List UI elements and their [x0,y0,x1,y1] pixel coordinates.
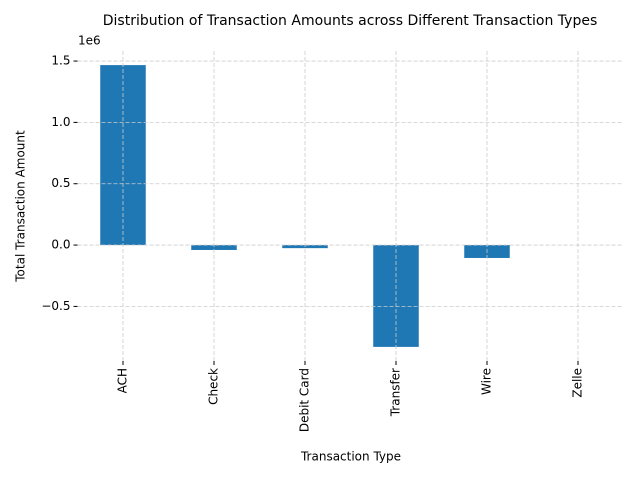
chart-title: Distribution of Transaction Amounts acro… [103,13,598,29]
y-tick-label: 1.5 [51,54,70,68]
y-tick-label: 0.5 [51,176,70,190]
x-tick-label: Transfer [389,368,403,417]
x-tick-label: ACH [116,368,130,393]
y-axis-label: Total Transaction Amount [14,130,28,283]
x-tick-label: Check [207,368,221,405]
y-tick-label: −0.5 [41,299,70,313]
y-tick-label: 1.0 [51,115,70,129]
x-tick-label: Debit Card [298,368,312,432]
y-tick-label: 0.0 [51,238,70,252]
x-tick-label: Wire [480,368,494,395]
bar [373,245,419,347]
bar [191,245,237,250]
x-axis-label: Transaction Type [300,450,401,464]
offset-text: 1e6 [78,34,101,48]
x-tick-label: Zelle [571,368,585,398]
